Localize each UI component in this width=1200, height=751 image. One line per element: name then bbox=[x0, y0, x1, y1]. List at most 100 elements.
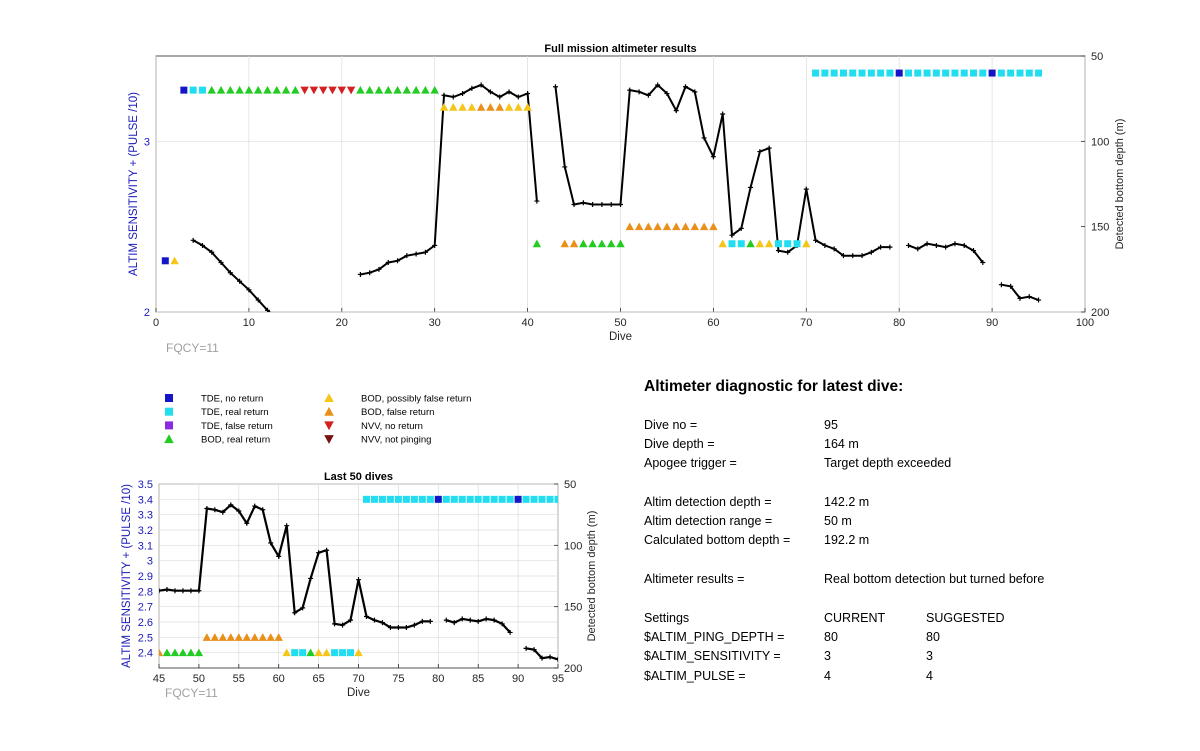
diagnostic-value: 95 bbox=[824, 418, 838, 432]
legend-marker bbox=[324, 406, 334, 416]
main-depth-point bbox=[924, 241, 930, 247]
diagnostic-value: 164 m bbox=[824, 437, 859, 451]
main-depth-point bbox=[608, 201, 614, 207]
last50-y-left-label: ALTIM SENSITIVITY + (PULSE /10) bbox=[121, 484, 133, 668]
last50-flag-marker bbox=[402, 495, 410, 503]
settings-current-header: CURRENT bbox=[824, 611, 886, 625]
last50-depth-point bbox=[356, 577, 361, 583]
last50-depth-point bbox=[363, 613, 369, 619]
main-flag-marker bbox=[690, 222, 700, 231]
legend-marker bbox=[164, 434, 174, 444]
main-y-right-tick-label: 150 bbox=[1091, 222, 1109, 234]
main-depth-point bbox=[515, 94, 521, 100]
main-flag-marker bbox=[244, 85, 254, 94]
last50-flag-marker bbox=[339, 649, 347, 657]
main-depth-point bbox=[284, 321, 289, 326]
main-flag-marker bbox=[960, 69, 968, 77]
main-depth-point bbox=[562, 164, 568, 170]
last50-flag-marker bbox=[347, 649, 355, 657]
diagnostic-label: Dive depth = bbox=[644, 437, 715, 451]
main-depth-point bbox=[766, 145, 772, 151]
main-depth-point bbox=[627, 87, 633, 93]
last50-depth-point bbox=[403, 625, 409, 631]
last50-flag-marker bbox=[522, 495, 530, 503]
main-depth-point bbox=[293, 328, 298, 333]
main-flag-marker bbox=[923, 69, 931, 77]
main-flag-marker bbox=[802, 239, 811, 248]
last50-data-layer bbox=[159, 495, 558, 662]
main-depth-point bbox=[450, 94, 456, 100]
diagnostic-value: Real bottom detection but turned before bbox=[824, 572, 1045, 586]
setting-current-value: 80 bbox=[824, 630, 838, 644]
main-flag-marker bbox=[616, 239, 625, 248]
last50-flag-marker bbox=[299, 649, 307, 657]
last50-depth-point bbox=[268, 540, 274, 546]
last50-flag-marker bbox=[490, 495, 498, 503]
main-flag-marker bbox=[319, 86, 328, 95]
last50-x-tick-label: 45 bbox=[153, 673, 165, 685]
main-depth-point bbox=[980, 260, 986, 266]
main-flag-marker bbox=[672, 222, 681, 231]
diagnostic-label: Altim detection range = bbox=[644, 514, 773, 528]
last50-depth-point bbox=[324, 547, 330, 553]
main-depth-point bbox=[618, 201, 623, 207]
last50-x-tick-label: 90 bbox=[512, 673, 524, 685]
main-flag-marker bbox=[170, 256, 179, 265]
last50-depth-point bbox=[491, 617, 497, 623]
main-flag-marker bbox=[821, 69, 829, 77]
setting-suggested-value: 80 bbox=[926, 630, 940, 644]
main-flag-marker bbox=[300, 86, 309, 95]
main-flag-marker bbox=[486, 103, 495, 111]
main-flag-marker bbox=[207, 85, 216, 94]
main-flag-marker bbox=[216, 85, 226, 94]
main-flag-marker bbox=[1025, 69, 1033, 77]
main-depth-point bbox=[905, 242, 911, 248]
last50-flag-marker bbox=[354, 648, 363, 657]
last50-flag-marker bbox=[266, 633, 275, 641]
main-flag-marker bbox=[886, 69, 894, 77]
last50-y-left-tick-label: 2.8 bbox=[138, 586, 153, 598]
main-flag-marker bbox=[263, 85, 272, 94]
last50-depth-point bbox=[555, 656, 558, 662]
legend-label: BOD, possibly false return bbox=[361, 394, 471, 405]
last50-depth-point bbox=[180, 588, 186, 594]
last50-depth-point bbox=[220, 509, 226, 515]
last50-depth-point bbox=[164, 586, 170, 592]
main-flag-marker bbox=[180, 86, 188, 94]
main-x-tick-label: 80 bbox=[893, 317, 905, 329]
last50-flag-marker bbox=[306, 648, 315, 657]
main-flag-marker bbox=[746, 239, 755, 248]
main-flag-marker bbox=[226, 85, 235, 94]
main-depth-point bbox=[274, 316, 279, 321]
main-flag-marker bbox=[644, 222, 653, 231]
last50-y-right-tick-label: 150 bbox=[564, 602, 582, 614]
last50-depth-point bbox=[475, 618, 481, 624]
main-depth-point bbox=[813, 237, 819, 243]
last50-y-left-tick-label: 3 bbox=[147, 556, 153, 568]
diagnostic-value: 50 m bbox=[824, 514, 852, 528]
settings-header: Settings bbox=[644, 611, 690, 625]
main-flag-marker bbox=[272, 85, 281, 94]
setting-name: $ALTIM_SENSITIVITY = bbox=[644, 649, 781, 664]
main-flag-marker bbox=[942, 69, 950, 77]
main-depth-point bbox=[385, 260, 391, 266]
main-depth-point bbox=[395, 258, 401, 264]
last50-depth-point bbox=[188, 588, 194, 594]
main-x-tick-label: 40 bbox=[521, 317, 533, 329]
main-flag-marker bbox=[662, 222, 672, 231]
diagnostic-label: Apogee trigger = bbox=[644, 456, 737, 470]
last50-flag-marker bbox=[474, 495, 482, 503]
last50-depth-point bbox=[547, 654, 553, 660]
main-depth-point bbox=[172, 40, 177, 45]
main-depth-point bbox=[1026, 294, 1032, 300]
main-x-tick-label: 90 bbox=[986, 317, 998, 329]
last50-depth-point bbox=[260, 507, 266, 513]
main-flag-marker bbox=[384, 85, 393, 94]
last50-flag-marker bbox=[546, 495, 554, 503]
last50-x-axis-label: Dive bbox=[347, 687, 370, 699]
main-flag-marker bbox=[997, 69, 1005, 77]
main-data-layer bbox=[161, 40, 1043, 333]
last50-depth-point bbox=[427, 618, 433, 624]
last50-depth-point bbox=[316, 550, 322, 556]
last50-depth-point bbox=[172, 588, 178, 594]
